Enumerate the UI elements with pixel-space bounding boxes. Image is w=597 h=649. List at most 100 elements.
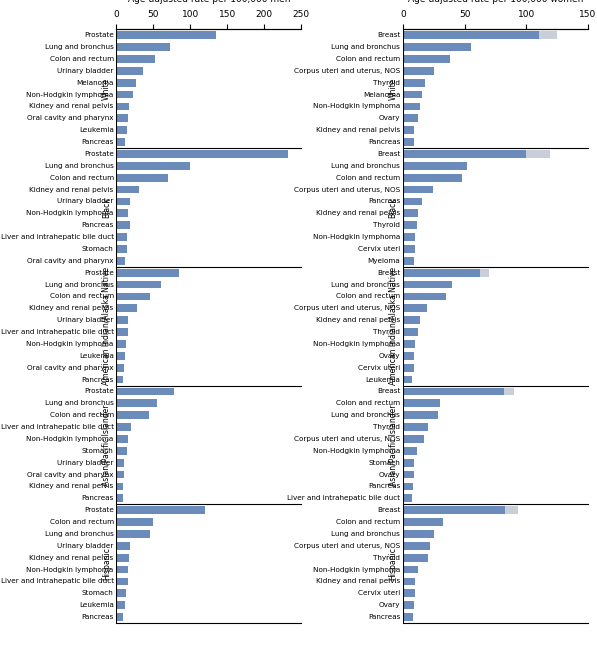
Bar <box>116 328 128 336</box>
Bar <box>403 566 418 574</box>
Bar <box>403 519 442 526</box>
Bar <box>116 245 127 252</box>
Bar <box>116 162 190 169</box>
Bar <box>403 150 527 158</box>
Bar <box>403 31 538 39</box>
Bar <box>403 411 438 419</box>
Bar <box>403 316 420 324</box>
Bar <box>403 483 413 490</box>
Bar <box>116 233 127 241</box>
Bar <box>527 150 550 158</box>
Bar <box>403 459 414 467</box>
Bar <box>403 328 418 336</box>
Text: Black: Black <box>389 197 398 217</box>
Bar <box>116 103 129 110</box>
Bar <box>403 589 416 597</box>
Bar <box>403 138 414 146</box>
Bar <box>116 43 170 51</box>
Bar <box>116 114 128 122</box>
Bar <box>403 364 414 371</box>
Bar <box>403 79 425 86</box>
Bar <box>116 79 136 86</box>
Bar <box>403 103 420 110</box>
Bar <box>116 589 126 597</box>
Bar <box>479 269 490 276</box>
Bar <box>116 376 123 384</box>
Bar <box>403 376 412 384</box>
Text: Hispanic: Hispanic <box>102 547 111 580</box>
Bar <box>403 269 479 276</box>
Bar <box>116 197 131 205</box>
Bar <box>403 245 416 252</box>
Bar <box>116 447 127 455</box>
Bar <box>116 364 124 371</box>
Bar <box>116 186 139 193</box>
Bar <box>116 435 128 443</box>
Bar <box>116 281 161 288</box>
Bar <box>116 293 150 300</box>
Bar <box>403 613 413 621</box>
Bar <box>116 304 137 312</box>
Bar <box>506 506 518 514</box>
Bar <box>403 542 430 550</box>
Bar <box>116 55 155 63</box>
Bar <box>403 162 467 169</box>
Bar <box>403 174 462 182</box>
Title: Age-adjusted rate per 100,000 women: Age-adjusted rate per 100,000 women <box>408 0 583 4</box>
Bar <box>116 400 157 407</box>
Bar <box>116 566 128 574</box>
Text: Black: Black <box>102 197 111 217</box>
Bar <box>403 387 504 395</box>
Bar <box>116 221 130 229</box>
Bar <box>116 340 126 348</box>
Bar <box>116 495 123 502</box>
Bar <box>403 67 434 75</box>
Bar <box>116 530 150 538</box>
Text: Asian/Pacific Islander: Asian/Pacific Islander <box>102 404 111 485</box>
Bar <box>403 293 446 300</box>
Bar <box>403 471 414 478</box>
Bar <box>116 138 125 146</box>
Bar <box>504 387 514 395</box>
Bar <box>116 471 124 478</box>
Bar <box>116 31 216 39</box>
Text: Asian/Pacific Islander: Asian/Pacific Islander <box>389 404 398 485</box>
Bar <box>116 91 133 99</box>
Bar <box>403 400 440 407</box>
Text: American Indian/Alaska Native: American Indian/Alaska Native <box>102 267 111 386</box>
Bar <box>403 197 421 205</box>
Bar <box>116 269 179 276</box>
Bar <box>403 186 433 193</box>
Bar <box>403 447 417 455</box>
Bar <box>116 519 153 526</box>
Bar <box>403 506 506 514</box>
Bar <box>116 150 288 158</box>
Bar <box>116 554 129 561</box>
Bar <box>116 174 168 182</box>
Bar <box>116 411 149 419</box>
Text: White: White <box>102 77 111 100</box>
Bar <box>403 43 471 51</box>
Bar <box>403 233 416 241</box>
Bar <box>403 281 453 288</box>
Bar <box>116 387 174 395</box>
Bar <box>116 578 128 585</box>
Bar <box>403 530 434 538</box>
Bar <box>116 127 127 134</box>
Bar <box>403 578 416 585</box>
Text: American Indian/Alaska Native: American Indian/Alaska Native <box>389 267 398 386</box>
Bar <box>116 423 131 431</box>
Bar <box>116 613 123 621</box>
Bar <box>116 210 128 217</box>
Bar <box>116 542 130 550</box>
Bar <box>403 114 418 122</box>
Bar <box>538 31 557 39</box>
Bar <box>403 554 428 561</box>
Bar <box>403 304 426 312</box>
Bar <box>116 257 125 265</box>
Text: White: White <box>389 77 398 100</box>
Bar <box>116 506 205 514</box>
Bar <box>403 55 450 63</box>
Bar <box>403 91 421 99</box>
Bar <box>403 210 418 217</box>
